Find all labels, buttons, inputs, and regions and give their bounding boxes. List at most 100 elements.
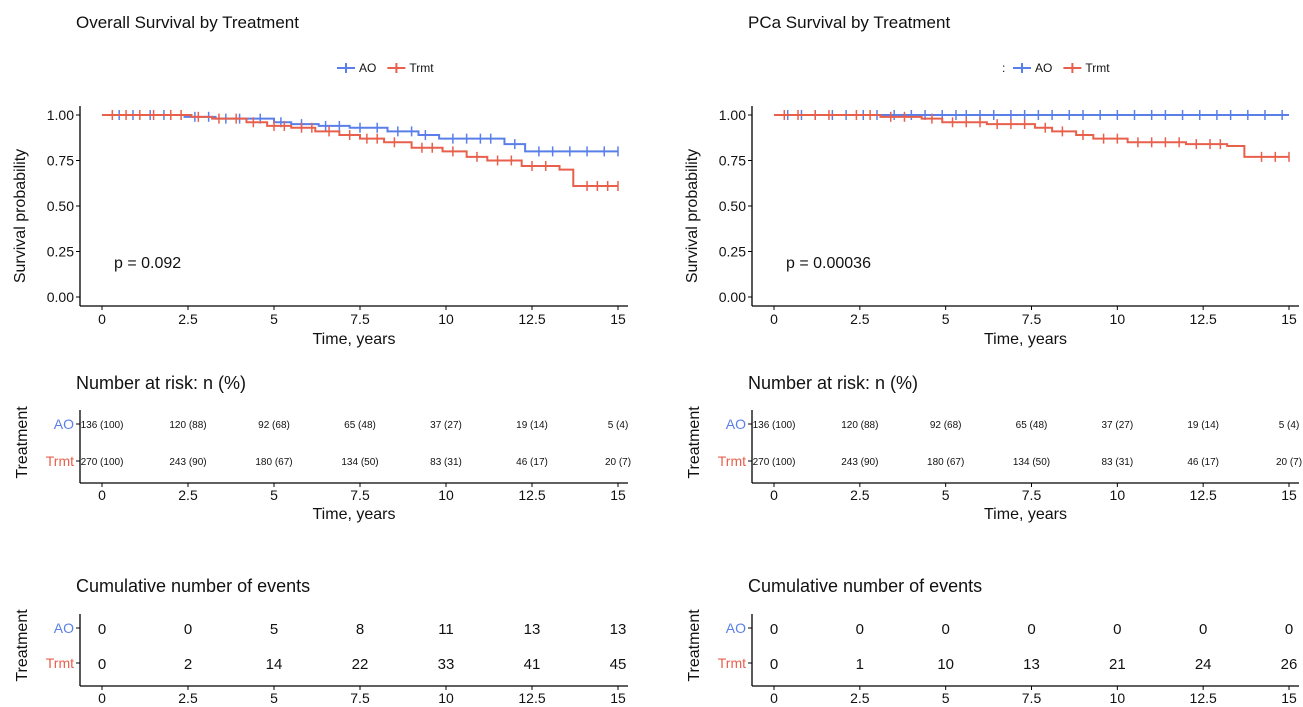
x-tick-label: 2.5: [850, 311, 870, 327]
table-cell: 65 (48): [1016, 420, 1048, 431]
legend-prefix: :: [1002, 61, 1005, 75]
table-y-axis-label: Treatment: [14, 406, 31, 479]
table-cell: 8: [356, 621, 364, 638]
table-cell: 120 (88): [169, 420, 206, 431]
table-cell: 180 (67): [927, 457, 964, 468]
risk-table: Number at risk: n (%) AO 136 (100) 120 (88)…: [14, 373, 631, 523]
km-plot: 0.00 0.25 0.50 0.75 1.00 0 2.5 5 7.5 10 12.5 15 Time…: [684, 106, 1299, 348]
x-tick-label: 7.5: [1022, 311, 1042, 327]
table-cell: 83 (31): [1101, 457, 1133, 468]
x-tick-label: 0: [770, 311, 778, 327]
table-cell: 19 (14): [1187, 420, 1219, 431]
table-cell: 20 (7): [1276, 457, 1302, 468]
table-title: Cumulative number of events: [748, 576, 982, 596]
table-cell: 0: [770, 656, 778, 673]
risk-table: Number at risk: n (%) AO 136 (100) 120 (88)…: [686, 373, 1302, 523]
y-tick-label: 1.00: [47, 107, 74, 123]
table-cell: 24: [1195, 656, 1212, 673]
table-cell: 19 (14): [516, 420, 548, 431]
y-tick-label: 0.25: [47, 244, 74, 260]
table-x-tick-label: 5: [270, 487, 278, 503]
table-x-tick-label: 15: [610, 690, 626, 706]
p-value-annotation: p = 0.00036: [786, 255, 871, 272]
table-cell: 33: [438, 656, 455, 673]
table-cell: 13: [610, 621, 627, 638]
table-x-tick-label: 10: [438, 690, 454, 706]
y-tick-label: 1.00: [719, 107, 746, 123]
table-title: Number at risk: n (%): [76, 373, 246, 393]
table-group-label-AO: AO: [726, 620, 746, 636]
table-cell: 134 (50): [341, 457, 378, 468]
table-cell: 270 (100): [81, 457, 124, 468]
table-title: Number at risk: n (%): [748, 373, 918, 393]
x-tick-label: 2.5: [178, 311, 198, 327]
table-cell: 21: [1109, 656, 1126, 673]
table-y-axis-label: Treatment: [14, 609, 31, 682]
table-cell: 0: [1027, 621, 1035, 638]
km-curve-Trmt: [774, 114, 1289, 158]
table-x-tick-label: 2.5: [178, 690, 198, 706]
table-cell: 134 (50): [1013, 457, 1050, 468]
table-x-tick-label: 7.5: [1022, 487, 1042, 503]
y-tick-label: 0.50: [719, 198, 746, 214]
table-cell: 13: [1023, 656, 1040, 673]
table-cell: 2: [184, 656, 192, 673]
km-curve-Trmt: [102, 114, 618, 187]
table-y-axis-label: Treatment: [686, 406, 703, 479]
x-tick-label: 10: [438, 311, 454, 327]
table-cell: 5 (4): [608, 420, 629, 431]
chart-title: Overall Survival by Treatment: [76, 13, 299, 32]
table-x-tick-label: 12.5: [1190, 487, 1217, 503]
table-cell: 0: [1113, 621, 1121, 638]
table-x-tick-label: 15: [1281, 487, 1297, 503]
table-x-tick-label: 7.5: [350, 487, 370, 503]
table-cell: 0: [1199, 621, 1207, 638]
x-tick-label: 7.5: [350, 311, 370, 327]
table-x-tick-label: 2.5: [178, 487, 198, 503]
x-tick-label: 5: [270, 311, 278, 327]
table-cell: 0: [184, 621, 192, 638]
table-cell: 37 (27): [430, 420, 462, 431]
table-cell: 37 (27): [1101, 420, 1133, 431]
x-axis-label: Time, years: [984, 331, 1067, 348]
table-x-tick-label: 12.5: [518, 487, 545, 503]
table-title: Cumulative number of events: [76, 576, 310, 596]
chart-title: PCa Survival by Treatment: [748, 13, 950, 32]
table-cell: 0: [941, 621, 949, 638]
y-tick-label: 0.75: [47, 153, 74, 169]
km-curve-AO: [102, 114, 618, 153]
table-cell: 243 (90): [841, 457, 878, 468]
table-cell: 0: [1285, 621, 1293, 638]
table-cell: 26: [1281, 656, 1298, 673]
table-cell: 10: [937, 656, 954, 673]
table-x-axis-label: Time, years: [984, 506, 1067, 523]
table-cell: 83 (31): [430, 457, 462, 468]
events-table: Cumulative number of events AO 0 0 0 0 0 0 0 Trmt…: [686, 576, 1299, 706]
table-group-label-AO: AO: [54, 416, 74, 432]
legend-label-AO: AO: [1035, 61, 1052, 75]
table-x-tick-label: 0: [98, 690, 106, 706]
y-tick-label: 0.25: [719, 244, 746, 260]
table-cell: 0: [770, 621, 778, 638]
table-x-tick-label: 12.5: [518, 690, 545, 706]
table-cell: 22: [352, 656, 369, 673]
table-cell: 14: [266, 656, 283, 673]
table-cell: 0: [98, 621, 106, 638]
table-cell: 180 (67): [255, 457, 292, 468]
x-tick-label: 12.5: [1190, 311, 1217, 327]
table-cell: 13: [524, 621, 541, 638]
table-cell: 92 (68): [258, 420, 290, 431]
table-cell: 1: [856, 656, 864, 673]
table-cell: 270 (100): [753, 457, 796, 468]
table-cell: 243 (90): [169, 457, 206, 468]
p-value-annotation: p = 0.092: [114, 255, 181, 272]
table-x-tick-label: 7.5: [1022, 690, 1042, 706]
table-cell: 136 (100): [753, 420, 796, 431]
legend-label-Trmt: Trmt: [409, 61, 434, 75]
x-tick-label: 10: [1110, 311, 1126, 327]
table-x-tick-label: 2.5: [850, 690, 870, 706]
table-x-tick-label: 5: [270, 690, 278, 706]
y-axis-label: Survival probability: [12, 149, 29, 283]
